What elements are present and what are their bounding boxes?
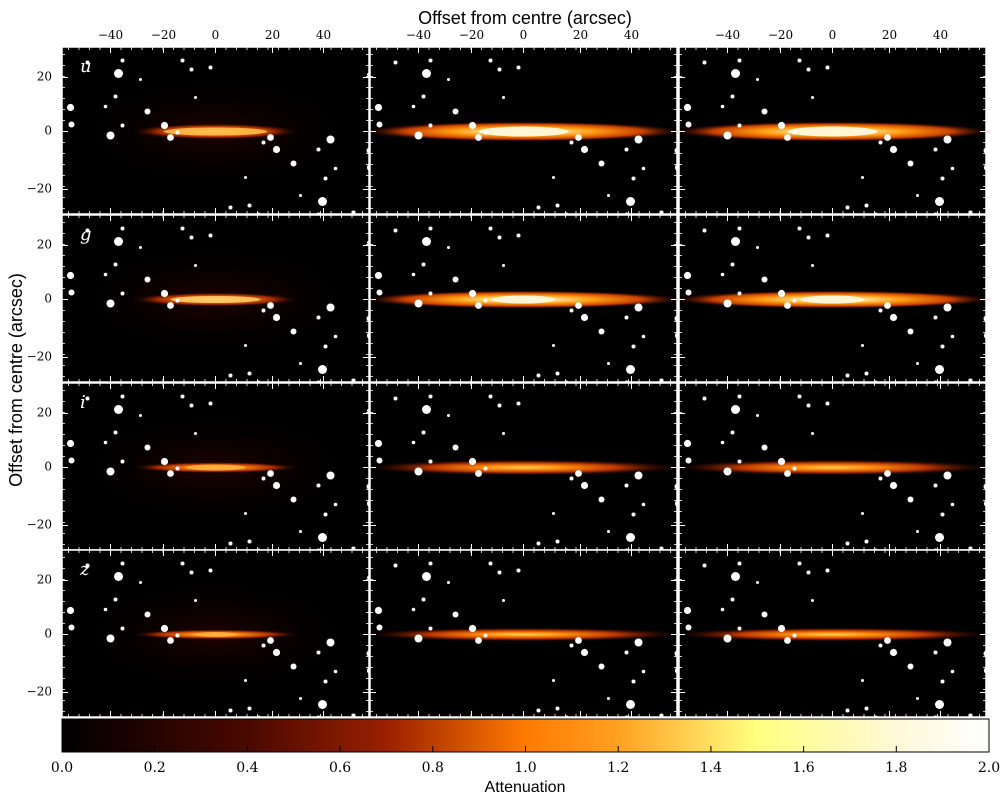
galaxy-disk — [363, 627, 684, 642]
top-x-tick-label: 0 — [829, 28, 837, 42]
top-x-tick-label: 40 — [933, 28, 948, 42]
colorbar-label: Attenuation — [485, 779, 566, 796]
colorbar-tick-label: 1.6 — [792, 760, 814, 776]
top-axis-label-text: Offset from centre (arcsec) — [418, 8, 632, 28]
colorbar-tick-label: 2.0 — [978, 760, 1000, 776]
image-panel: i — [59, 382, 382, 553]
colorbar-tick-label: 0.4 — [236, 760, 258, 776]
left-y-tick-label: 20 — [37, 406, 52, 420]
panel-border — [678, 46, 987, 215]
left-y-tick-label: 0 — [44, 460, 52, 474]
left-y-tick-label: 0 — [44, 292, 52, 306]
galaxy-core — [787, 126, 878, 137]
band-label: g — [80, 224, 92, 245]
band-label: u — [80, 56, 92, 77]
top-x-tick-label: 40 — [624, 28, 639, 42]
top-x-tick-label: −20 — [459, 28, 484, 42]
top-x-tick-label: 20 — [573, 28, 588, 42]
colorbar-tick-label: 1.0 — [514, 760, 536, 776]
galaxy-core — [478, 126, 569, 137]
galaxy-core — [185, 464, 246, 471]
top-axis-label: Offset from centre (arcsec) — [418, 8, 632, 28]
top-x-tick-label: 40 — [316, 28, 331, 42]
left-y-tick-label: 20 — [37, 70, 52, 84]
galaxy-core — [163, 127, 268, 136]
top-x-tick-labels: −40 −20 0 20 40 −40 −20 0 20 40 −40 −20 0 20 40 — [98, 28, 948, 42]
galaxy-disk — [363, 459, 684, 476]
galaxy-disk — [672, 459, 993, 476]
galaxy-core — [491, 295, 556, 304]
panel-grid: 20 0 −20 20 0 −20 20 0 −20 20 0 −20 u g i z — [27, 46, 999, 720]
colorbar-tick-label: 0.2 — [144, 760, 166, 776]
left-axis-label-text: Offset from centre (arcsec) — [6, 273, 26, 487]
top-x-tick-label: 0 — [520, 28, 528, 42]
panel-border — [678, 214, 987, 383]
left-y-tick-label: 0 — [44, 124, 52, 138]
top-x-tick-label: −40 — [715, 28, 740, 42]
top-x-tick-label: 20 — [882, 28, 897, 42]
colorbar-tick-labels: 0.0 0.2 0.4 0.6 0.8 1.0 1.2 1.4 1.6 1.8 2.0 — [51, 746, 1000, 776]
image-panel — [363, 549, 690, 720]
galaxy-core — [193, 632, 238, 637]
image-panel: z — [59, 549, 382, 720]
left-y-tick-label: 0 — [44, 627, 52, 641]
galaxy-core — [170, 296, 261, 303]
galaxy-core — [800, 295, 865, 304]
top-x-tick-label: 20 — [265, 28, 280, 42]
colorbar-tick-label: 1.2 — [607, 760, 629, 776]
image-panel — [672, 382, 999, 553]
colorbar-tick-label: 1.8 — [885, 760, 907, 776]
image-panel — [672, 214, 999, 385]
left-y-tick-label: −20 — [27, 182, 52, 196]
top-x-tick-label: 0 — [212, 28, 220, 42]
image-panel: g — [59, 214, 382, 385]
left-y-tick-label: 20 — [37, 573, 52, 587]
top-x-tick-label: −20 — [151, 28, 176, 42]
panel-border — [678, 549, 987, 718]
top-x-tick-label: −40 — [98, 28, 123, 42]
left-y-tick-label: 20 — [37, 238, 52, 252]
colorbar-tick-label: 0.0 — [51, 760, 73, 776]
galaxy-disk — [672, 627, 993, 642]
left-axis-label: Offset from centre (arcsec) — [6, 273, 26, 487]
colorbar-tick-label: 0.6 — [329, 760, 351, 776]
image-panel: u — [59, 46, 382, 217]
band-label: z — [79, 559, 90, 580]
image-panel — [363, 382, 690, 553]
top-x-tick-label: −40 — [406, 28, 431, 42]
colorbar-tick-label: 0.8 — [422, 760, 444, 776]
left-y-tick-label: −20 — [27, 518, 52, 532]
left-y-tick-label: −20 — [27, 685, 52, 699]
image-panel — [672, 46, 999, 217]
band-label: i — [80, 392, 86, 413]
colorbar: 0.0 0.2 0.4 0.6 0.8 1.0 1.2 1.4 1.6 1.8 2.0 Attenu… — [51, 718, 1000, 796]
image-panel — [672, 549, 999, 720]
image-panel — [363, 46, 690, 217]
image-panel — [363, 214, 690, 385]
top-x-tick-label: −20 — [768, 28, 793, 42]
left-y-tick-label: −20 — [27, 350, 52, 364]
colorbar-tick-label: 1.4 — [700, 760, 722, 776]
